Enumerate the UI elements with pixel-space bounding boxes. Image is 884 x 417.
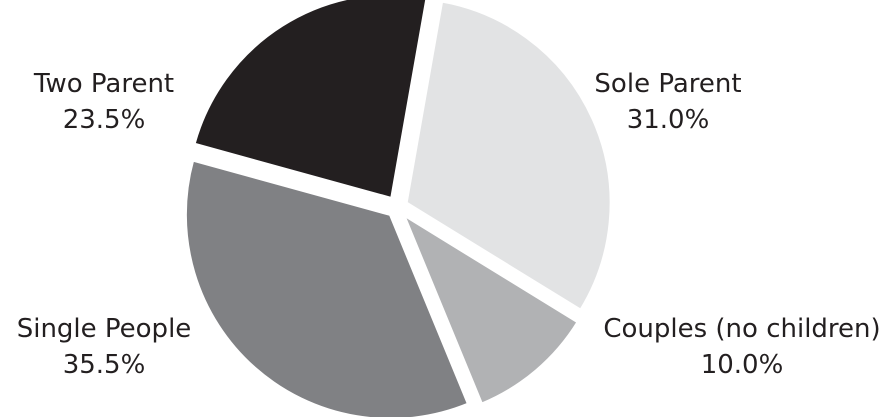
slice-label-couples: Couples (no children) 10.0% bbox=[603, 311, 880, 383]
slice-value: 10.0% bbox=[700, 350, 784, 380]
slice-name: Two Parent bbox=[33, 69, 175, 99]
slice-two-parent bbox=[192, 0, 429, 201]
slice-label-two-parent: Two Parent 23.5% bbox=[34, 66, 174, 138]
slice-name: Sole Parent bbox=[594, 69, 742, 99]
slice-name: Couples (no children) bbox=[603, 314, 881, 344]
slice-label-sole-parent: Sole Parent 31.0% bbox=[594, 66, 741, 138]
slice-name: Single People bbox=[16, 314, 192, 344]
slice-value: 31.0% bbox=[626, 105, 710, 135]
slice-single-people bbox=[183, 158, 471, 417]
slice-value: 35.5% bbox=[62, 350, 146, 380]
slice-value: 23.5% bbox=[62, 105, 146, 135]
slice-sole-parent bbox=[404, 0, 613, 313]
slice-label-single-people: Single People 35.5% bbox=[17, 311, 192, 383]
slice-couples bbox=[400, 210, 581, 407]
